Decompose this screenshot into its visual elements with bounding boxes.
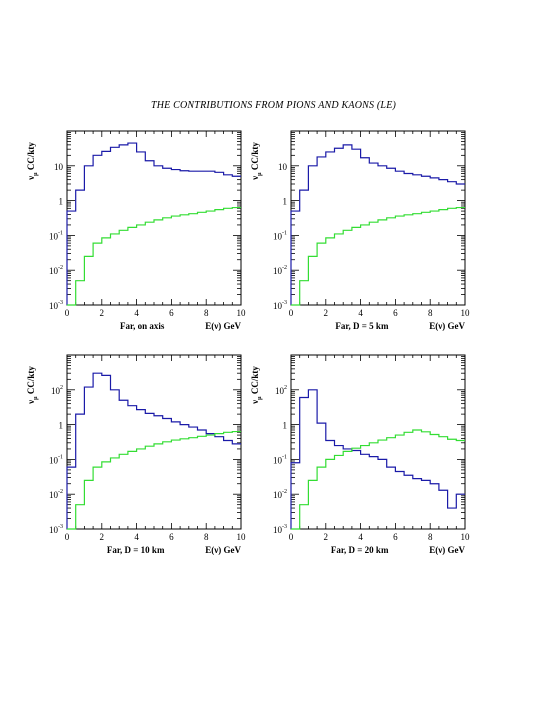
x-tick-label: 0 [65,532,70,542]
x-tick-label: 8 [204,532,209,542]
series-green-line [291,206,465,306]
y-axis-label: νμ CC/kty [250,142,263,181]
x-tick-label: 2 [100,308,105,318]
x-tick-label: 2 [324,308,329,318]
series-green-line [67,430,241,530]
y-tick-label: 10-2 [273,265,287,276]
y-tick-label: 10-2 [273,489,287,500]
y-tick-label: 1 [283,421,288,431]
x-tick-label: 10 [461,308,471,318]
series-blue-line [66,372,241,529]
x-tick-label: 2 [324,532,329,542]
x-axis-label: Far, D = 20 km [331,545,389,555]
y-tick-label: 1 [59,421,64,431]
x-tick-label: 4 [358,532,363,542]
series-blue-line [66,142,241,305]
y-axis-label: νμ CC/kty [250,366,263,405]
y-tick-label: 10-1 [273,230,287,241]
x-axis-label: Far, D = 5 km [335,321,389,331]
x-axis-unit: E(ν) GeV [429,321,465,331]
x-tick-label: 2 [100,532,105,542]
x-tick-label: 0 [65,308,70,318]
y-tick-label: 10 [54,162,64,172]
y-tick-label: 10-1 [273,454,287,465]
x-tick-label: 4 [134,532,139,542]
x-tick-label: 6 [169,308,174,318]
x-tick-label: 8 [428,308,433,318]
y-tick-label: 10-1 [49,230,63,241]
y-axis-label: νμ CC/kty [26,366,39,405]
chart-panel-4: 0 2 4 6 8 10 10-3 10-2 10-1 1 102 νμ CC/kty Far, D =… [250,354,471,555]
x-tick-label: 6 [393,308,398,318]
y-axis-label: νμ CC/kty [26,142,39,181]
y-tick-label: 10-2 [49,489,63,500]
x-tick-label: 10 [237,532,247,542]
x-tick-label: 4 [134,308,139,318]
y-tick-label: 10-1 [49,454,63,465]
chart-panel-1: 0 2 4 6 8 10 10-3 10-2 10-1 1 10 νμ CC/kty Far, on a… [26,130,247,331]
x-tick-label: 4 [358,308,363,318]
x-axis-label: Far, D = 10 km [107,545,165,555]
series-green-line [67,206,241,306]
x-axis-label: Far, on axis [120,321,165,331]
page-title: THE CONTRIBUTIONS FROM PIONS AND KAONS (… [150,100,397,111]
y-tick-label: 1 [59,197,64,207]
y-tick-label: 10-2 [49,265,63,276]
x-tick-label: 6 [393,532,398,542]
x-axis-unit: E(ν) GeV [205,545,241,555]
y-tick-label: 102 [275,385,287,396]
x-tick-label: 6 [169,532,174,542]
x-tick-label: 8 [204,308,209,318]
x-axis-unit: E(ν) GeV [429,545,465,555]
x-tick-label: 0 [289,308,294,318]
y-tick-label: 1 [283,197,288,207]
series-blue-line [290,144,465,305]
series-blue-line [290,389,465,529]
y-tick-label: 10-3 [49,300,63,311]
y-tick-label: 10-3 [273,300,287,311]
x-tick-label: 0 [289,532,294,542]
y-tick-label: 10 [278,162,288,172]
y-tick-label: 102 [51,385,63,396]
x-tick-label: 10 [237,308,247,318]
x-tick-label: 10 [461,532,471,542]
chart-panel-2: 0 2 4 6 8 10 10-3 10-2 10-1 1 10 νμ CC/kty Far, D = … [250,130,471,331]
x-tick-label: 8 [428,532,433,542]
y-tick-label: 10-3 [273,524,287,535]
series-green-line [291,429,465,530]
chart-panel-3: 0 2 4 6 8 10 10-3 10-2 10-1 1 102 νμ CC/kty Far, D =… [26,354,247,555]
y-tick-label: 10-3 [49,524,63,535]
x-axis-unit: E(ν) GeV [205,321,241,331]
